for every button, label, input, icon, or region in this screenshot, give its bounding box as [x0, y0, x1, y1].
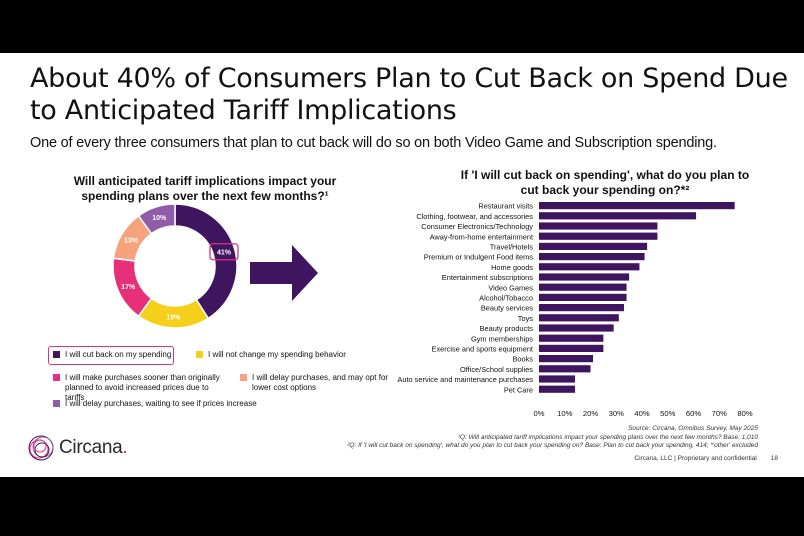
donut-label-1: 19% — [166, 314, 181, 321]
slide-title: About 40% of Consumers Plan to Cut Back … — [30, 63, 788, 126]
bar-category-label: Entertainment subscriptions — [442, 273, 534, 282]
donut-label-3: 13% — [124, 238, 139, 245]
footer: Circana, LLC | Proprietary and confident… — [634, 455, 778, 462]
bar-category-label: Home goods — [491, 263, 533, 272]
circana-logo-icon — [28, 435, 54, 461]
x-tick-label: 20% — [583, 409, 598, 418]
bar-category-label: Away-from-home entertainment — [430, 232, 533, 241]
bar-category-label: Office/School supplies — [460, 365, 533, 374]
bar-category-label: Toys — [518, 314, 533, 323]
footnote-1: ¹Q: Will anticipated tariff implications… — [457, 433, 758, 441]
legend-label: I will delay purchases, and may opt for … — [252, 373, 389, 392]
legend-item-0: I will cut back on my spending — [53, 350, 183, 360]
page-number: 18 — [770, 455, 778, 462]
donut-highlight-box — [209, 243, 239, 261]
bar — [539, 232, 658, 240]
bar — [539, 385, 576, 393]
arrow-right-icon — [250, 245, 318, 301]
bar — [539, 212, 697, 220]
bar-category-label: Consumer Electronics/Technology — [421, 222, 533, 231]
legend-swatch — [240, 374, 247, 381]
legend-item-4: I will delay purchases, waiting to see i… — [53, 399, 273, 409]
bar — [539, 324, 614, 332]
footnote-2: ²Q: If 'I will cut back on spending', wh… — [347, 442, 758, 449]
source-notes: Source: Circana, Omnibus Survey, May 202… — [347, 425, 758, 451]
legend-item-3: I will delay purchases, and may opt for … — [240, 373, 390, 393]
donut-label-4: 10% — [152, 215, 167, 222]
bar — [539, 242, 648, 250]
bar-category-label: Beauty products — [480, 324, 534, 333]
bar-category-label: Premium or Indulgent Food items — [424, 253, 534, 262]
logo-wordmark: Circana. — [59, 437, 128, 458]
x-tick-label: 40% — [634, 409, 649, 418]
bar-question: If 'I will cut back on spending', what d… — [460, 168, 750, 197]
x-tick-label: 30% — [609, 409, 624, 418]
bar — [539, 283, 627, 291]
bar — [539, 293, 627, 301]
bar-category-label: Beauty services — [481, 304, 533, 313]
bar — [539, 314, 619, 322]
donut-chart: 41% 19% 17% 13% 10% — [112, 203, 239, 329]
donut-slice-0 — [174, 203, 238, 320]
x-tick-label: 50% — [660, 409, 675, 418]
slide: About 40% of Consumers Plan to Cut Back … — [0, 53, 804, 477]
legend-item-2: I will make purchases sooner than origin… — [53, 373, 223, 403]
donut-question: Will anticipated tariff implications imp… — [73, 174, 337, 203]
bar — [539, 344, 604, 352]
donut-label-0: 41% — [217, 249, 232, 256]
slide-subtitle: One of every three consumers that plan t… — [30, 135, 717, 151]
legend-swatch — [196, 351, 203, 358]
bar-category-label: Restaurant visits — [478, 202, 533, 211]
legend-swatch — [53, 374, 60, 381]
bar — [539, 253, 645, 261]
legend-label: I will not change my spending behavior — [208, 350, 346, 359]
bar — [539, 222, 658, 230]
footer-text: Circana, LLC | Proprietary and confident… — [634, 455, 757, 462]
legend-item-1: I will not change my spending behavior — [196, 350, 396, 360]
circana-logo: Circana. — [26, 433, 128, 463]
x-tick-label: 60% — [686, 409, 701, 418]
legend-label: I will make purchases sooner than origin… — [65, 373, 220, 402]
bar-category-label: Pet Care — [504, 385, 533, 394]
legend-highlight-box — [48, 346, 174, 365]
legend-label: I will cut back on my spending — [65, 350, 172, 359]
bar-category-label: Exercise and sports equipment — [432, 345, 533, 354]
bar — [539, 375, 576, 383]
legend-swatch — [53, 400, 60, 407]
bar — [539, 263, 640, 271]
bar-category-label: Books — [512, 355, 533, 364]
bar-category-label: Gym memberships — [471, 334, 533, 343]
bar-category-label: Auto service and maintenance purchases — [397, 375, 533, 384]
x-tick-label: 70% — [712, 409, 727, 418]
bar-category-label: Travel/Hotels — [490, 243, 534, 252]
donut-slice-4 — [137, 203, 176, 235]
bar-category-label: Video Games — [488, 283, 533, 292]
bar — [539, 355, 594, 363]
bar — [539, 202, 735, 210]
donut-label-2: 17% — [121, 284, 136, 291]
bar — [539, 273, 630, 281]
source-line: Source: Circana, Omnibus Survey, May 202… — [628, 425, 758, 432]
legend-label: I will delay purchases, waiting to see i… — [65, 399, 257, 408]
x-tick-label: 80% — [737, 409, 752, 418]
x-tick-label: 10% — [557, 409, 572, 418]
bar — [539, 365, 591, 373]
x-tick-label: 0% — [534, 409, 545, 418]
legend-swatch — [53, 351, 60, 358]
bar-category-label: Clothing, footwear, and accessories — [416, 212, 533, 221]
bar — [539, 304, 624, 312]
bar — [539, 334, 604, 342]
bar-category-label: Alcohol/Tobacco — [479, 294, 533, 303]
